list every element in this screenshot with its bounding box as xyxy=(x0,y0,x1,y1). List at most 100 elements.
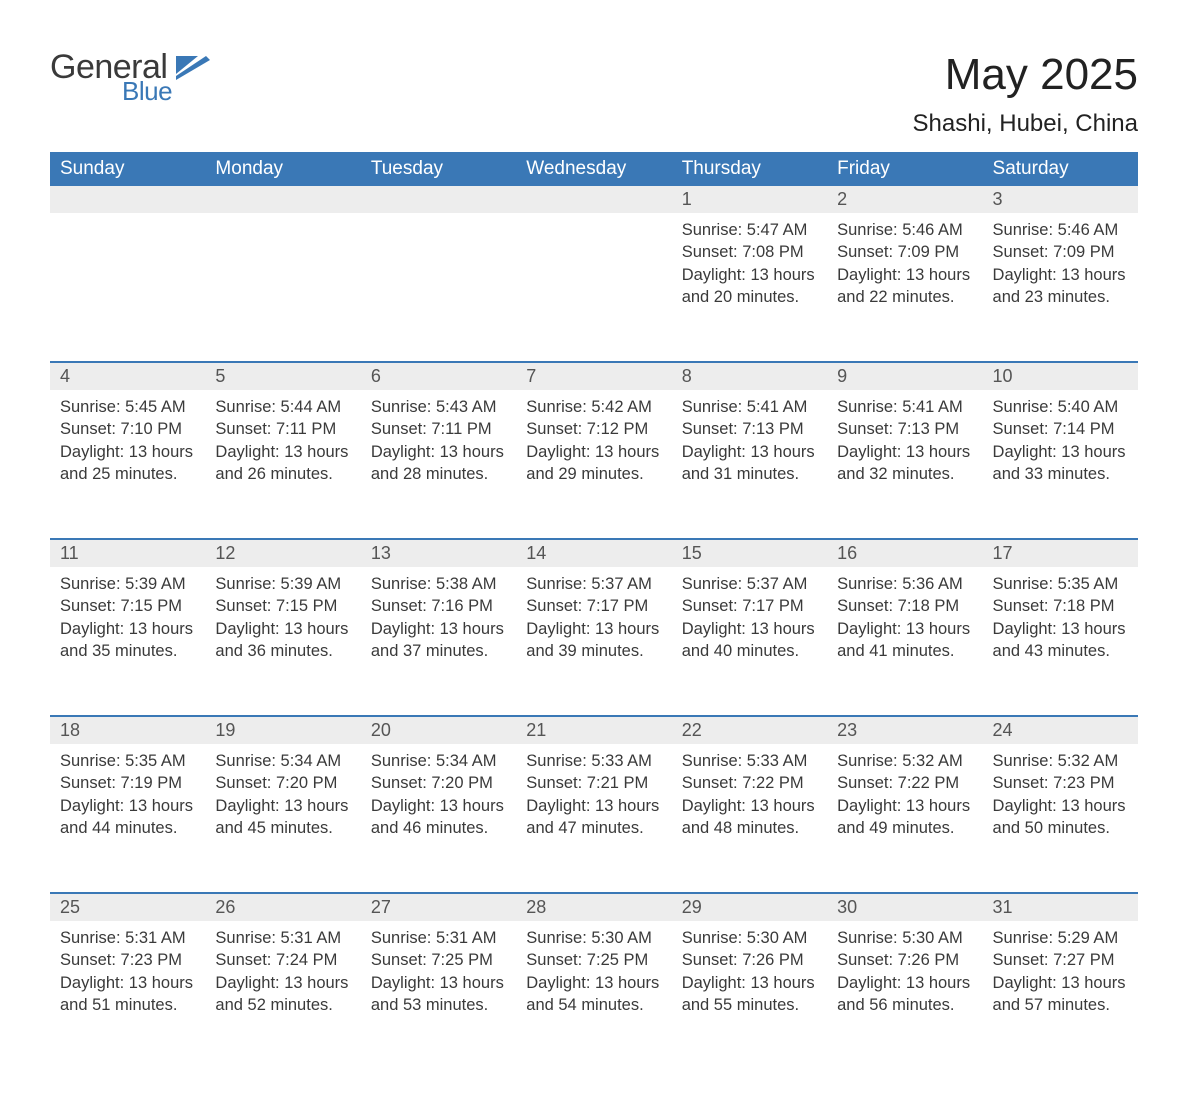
day-cell: Sunrise: 5:42 AMSunset: 7:12 PMDaylight:… xyxy=(516,390,671,538)
day-data: Sunrise: 5:33 AMSunset: 7:21 PMDaylight:… xyxy=(516,744,671,839)
topbar: General Blue May 2025 Shashi, Hubei, Chi… xyxy=(50,50,1138,138)
day-number: 30 xyxy=(827,892,982,921)
day-cell: Sunrise: 5:45 AMSunset: 7:10 PMDaylight:… xyxy=(50,390,205,538)
day-cell: Sunrise: 5:35 AMSunset: 7:19 PMDaylight:… xyxy=(50,744,205,892)
day-number: 11 xyxy=(50,538,205,567)
day-cell: Sunrise: 5:43 AMSunset: 7:11 PMDaylight:… xyxy=(361,390,516,538)
day-data: Sunrise: 5:35 AMSunset: 7:19 PMDaylight:… xyxy=(50,744,205,839)
day-cell: Sunrise: 5:36 AMSunset: 7:18 PMDaylight:… xyxy=(827,567,982,715)
day-number-empty xyxy=(50,186,205,213)
weekday-header: Tuesday xyxy=(361,152,516,186)
day-data: Sunrise: 5:41 AMSunset: 7:13 PMDaylight:… xyxy=(672,390,827,485)
day-number-empty xyxy=(205,186,360,213)
day-data: Sunrise: 5:32 AMSunset: 7:23 PMDaylight:… xyxy=(983,744,1138,839)
day-data: Sunrise: 5:46 AMSunset: 7:09 PMDaylight:… xyxy=(983,213,1138,308)
week-data-row: Sunrise: 5:39 AMSunset: 7:15 PMDaylight:… xyxy=(50,567,1138,715)
day-cell: Sunrise: 5:33 AMSunset: 7:22 PMDaylight:… xyxy=(672,744,827,892)
weekday-header: Sunday xyxy=(50,152,205,186)
day-data: Sunrise: 5:37 AMSunset: 7:17 PMDaylight:… xyxy=(516,567,671,662)
week-data-row: Sunrise: 5:35 AMSunset: 7:19 PMDaylight:… xyxy=(50,744,1138,892)
logo-text: General Blue xyxy=(50,50,172,104)
flag-icon xyxy=(176,56,210,80)
day-cell: Sunrise: 5:30 AMSunset: 7:26 PMDaylight:… xyxy=(827,921,982,1069)
day-number: 12 xyxy=(205,538,360,567)
day-cell: Sunrise: 5:30 AMSunset: 7:26 PMDaylight:… xyxy=(672,921,827,1069)
day-data: Sunrise: 5:36 AMSunset: 7:18 PMDaylight:… xyxy=(827,567,982,662)
day-number: 22 xyxy=(672,715,827,744)
day-number: 2 xyxy=(827,186,982,213)
day-data: Sunrise: 5:30 AMSunset: 7:25 PMDaylight:… xyxy=(516,921,671,1016)
day-cell: Sunrise: 5:38 AMSunset: 7:16 PMDaylight:… xyxy=(361,567,516,715)
day-data: Sunrise: 5:46 AMSunset: 7:09 PMDaylight:… xyxy=(827,213,982,308)
day-data: Sunrise: 5:31 AMSunset: 7:23 PMDaylight:… xyxy=(50,921,205,1016)
day-number-empty xyxy=(361,186,516,213)
day-cell: Sunrise: 5:39 AMSunset: 7:15 PMDaylight:… xyxy=(205,567,360,715)
day-data: Sunrise: 5:35 AMSunset: 7:18 PMDaylight:… xyxy=(983,567,1138,662)
day-data: Sunrise: 5:44 AMSunset: 7:11 PMDaylight:… xyxy=(205,390,360,485)
day-number: 15 xyxy=(672,538,827,567)
week-daynum-row: 123 xyxy=(50,186,1138,213)
day-number: 3 xyxy=(983,186,1138,213)
week-daynum-row: 25262728293031 xyxy=(50,892,1138,921)
day-cell xyxy=(50,213,205,361)
day-data: Sunrise: 5:38 AMSunset: 7:16 PMDaylight:… xyxy=(361,567,516,662)
day-number: 31 xyxy=(983,892,1138,921)
week-data-row: Sunrise: 5:45 AMSunset: 7:10 PMDaylight:… xyxy=(50,390,1138,538)
day-number: 9 xyxy=(827,361,982,390)
week-daynum-row: 11121314151617 xyxy=(50,538,1138,567)
day-number: 21 xyxy=(516,715,671,744)
weekday-header-row: SundayMondayTuesdayWednesdayThursdayFrid… xyxy=(50,152,1138,186)
week-data-row: Sunrise: 5:47 AMSunset: 7:08 PMDaylight:… xyxy=(50,213,1138,361)
day-number: 10 xyxy=(983,361,1138,390)
day-cell: Sunrise: 5:35 AMSunset: 7:18 PMDaylight:… xyxy=(983,567,1138,715)
day-data: Sunrise: 5:41 AMSunset: 7:13 PMDaylight:… xyxy=(827,390,982,485)
day-cell: Sunrise: 5:31 AMSunset: 7:23 PMDaylight:… xyxy=(50,921,205,1069)
day-number: 19 xyxy=(205,715,360,744)
day-cell: Sunrise: 5:46 AMSunset: 7:09 PMDaylight:… xyxy=(983,213,1138,361)
day-data: Sunrise: 5:37 AMSunset: 7:17 PMDaylight:… xyxy=(672,567,827,662)
weekday-header: Saturday xyxy=(983,152,1138,186)
day-number: 1 xyxy=(672,186,827,213)
title-block: May 2025 Shashi, Hubei, China xyxy=(913,50,1138,138)
day-cell: Sunrise: 5:47 AMSunset: 7:08 PMDaylight:… xyxy=(672,213,827,361)
day-number: 17 xyxy=(983,538,1138,567)
page-title: May 2025 xyxy=(913,50,1138,100)
day-number: 23 xyxy=(827,715,982,744)
day-data: Sunrise: 5:33 AMSunset: 7:22 PMDaylight:… xyxy=(672,744,827,839)
day-number: 26 xyxy=(205,892,360,921)
day-cell: Sunrise: 5:37 AMSunset: 7:17 PMDaylight:… xyxy=(516,567,671,715)
day-data: Sunrise: 5:43 AMSunset: 7:11 PMDaylight:… xyxy=(361,390,516,485)
page-subtitle: Shashi, Hubei, China xyxy=(913,110,1138,138)
brand-logo: General Blue xyxy=(50,50,210,104)
week-daynum-row: 18192021222324 xyxy=(50,715,1138,744)
day-number: 27 xyxy=(361,892,516,921)
day-cell: Sunrise: 5:46 AMSunset: 7:09 PMDaylight:… xyxy=(827,213,982,361)
day-number: 16 xyxy=(827,538,982,567)
day-data: Sunrise: 5:39 AMSunset: 7:15 PMDaylight:… xyxy=(50,567,205,662)
day-cell xyxy=(361,213,516,361)
day-data: Sunrise: 5:47 AMSunset: 7:08 PMDaylight:… xyxy=(672,213,827,308)
weekday-header: Thursday xyxy=(672,152,827,186)
day-number: 13 xyxy=(361,538,516,567)
calendar-body: 123Sunrise: 5:47 AMSunset: 7:08 PMDaylig… xyxy=(50,186,1138,1069)
logo-word-blue: Blue xyxy=(122,78,172,104)
day-cell: Sunrise: 5:31 AMSunset: 7:25 PMDaylight:… xyxy=(361,921,516,1069)
calendar-head: SundayMondayTuesdayWednesdayThursdayFrid… xyxy=(50,152,1138,186)
day-data: Sunrise: 5:31 AMSunset: 7:24 PMDaylight:… xyxy=(205,921,360,1016)
day-cell: Sunrise: 5:39 AMSunset: 7:15 PMDaylight:… xyxy=(50,567,205,715)
day-cell: Sunrise: 5:31 AMSunset: 7:24 PMDaylight:… xyxy=(205,921,360,1069)
day-number: 28 xyxy=(516,892,671,921)
day-number: 8 xyxy=(672,361,827,390)
day-cell: Sunrise: 5:33 AMSunset: 7:21 PMDaylight:… xyxy=(516,744,671,892)
day-data: Sunrise: 5:42 AMSunset: 7:12 PMDaylight:… xyxy=(516,390,671,485)
day-cell: Sunrise: 5:40 AMSunset: 7:14 PMDaylight:… xyxy=(983,390,1138,538)
day-number-empty xyxy=(516,186,671,213)
weekday-header: Monday xyxy=(205,152,360,186)
day-number: 7 xyxy=(516,361,671,390)
day-number: 25 xyxy=(50,892,205,921)
day-cell xyxy=(205,213,360,361)
day-data: Sunrise: 5:34 AMSunset: 7:20 PMDaylight:… xyxy=(361,744,516,839)
week-data-row: Sunrise: 5:31 AMSunset: 7:23 PMDaylight:… xyxy=(50,921,1138,1069)
day-cell xyxy=(516,213,671,361)
day-number: 24 xyxy=(983,715,1138,744)
